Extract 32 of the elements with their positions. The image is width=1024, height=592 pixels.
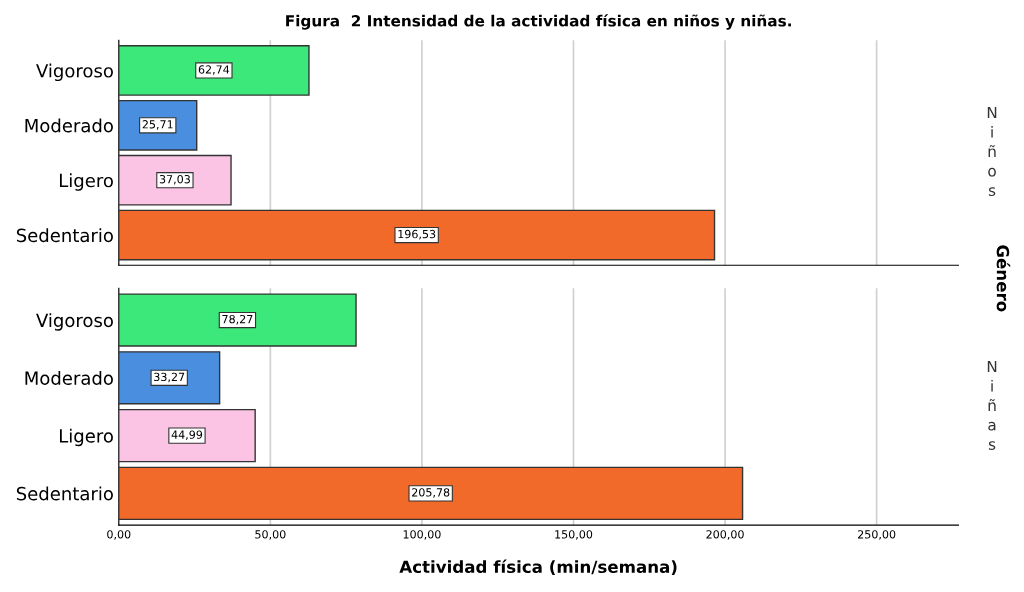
y-tick-label: Ligero [59, 173, 113, 191]
data-label: 196,53 [398, 229, 436, 240]
y-tick-label: Sedentario [16, 228, 113, 243]
x-tick-label: 250,00 [857, 530, 896, 540]
data-label: 37,03 [159, 174, 190, 185]
x-tick-label: 0,00 [107, 530, 131, 540]
data-label: 33,27 [154, 372, 185, 383]
y-tick-label: Vigoroso [36, 63, 113, 82]
bar [118, 408, 256, 463]
data-label: 78,27 [222, 314, 253, 325]
text: Género [996, 245, 1011, 312]
y-tick-label: Ligero [59, 428, 113, 447]
bar [118, 293, 357, 347]
y-tick-label: Sedentario [16, 486, 113, 501]
chart-title: Figura 2 Intensidad de la actividad física en niños y niñas. [286, 14, 791, 30]
x-tick-label: 200,00 [706, 530, 744, 540]
y-tick-label: Moderado [25, 370, 113, 385]
data-label: 44,99 [171, 430, 203, 440]
text: Niños [987, 106, 997, 197]
bar [118, 209, 716, 261]
y-tick-label: Vigoroso [36, 313, 113, 331]
x-tick-label: 50,00 [255, 530, 286, 540]
bar [118, 466, 744, 521]
data-label: 25,71 [142, 120, 173, 130]
bar [118, 45, 310, 96]
x-axis-title: Actividad física (min/semana) [399, 559, 677, 576]
data-label: 62,74 [198, 65, 230, 75]
x-tick-label: 100,00 [403, 530, 441, 540]
x-tick-label: 150,00 [555, 530, 593, 540]
data-label: 205,78 [412, 488, 450, 498]
text: Niñas [987, 360, 997, 450]
y-tick-label: Moderado [25, 118, 113, 133]
